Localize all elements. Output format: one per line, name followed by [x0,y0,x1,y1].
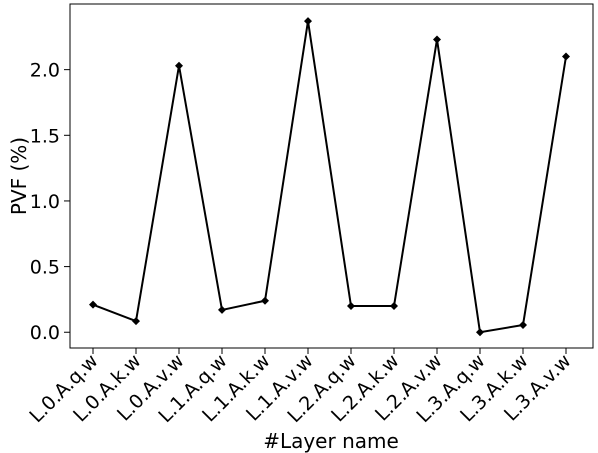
data-point-marker [390,301,398,310]
data-point-marker [433,35,441,44]
y-axis-label: PVF (%) [7,137,31,215]
data-point-marker [304,17,312,26]
plot-area [69,3,594,349]
data-point-marker [175,61,183,70]
y-axis-ticks: 0.0 0.5 1.0 1.5 2.0 [30,60,70,344]
data-point-marker [132,317,140,326]
x-axis-label: #Layer name [263,429,399,453]
y-tick-label: 1.5 [30,125,60,147]
data-point-marker [261,296,269,305]
data-point-marker [562,52,570,61]
series-line [92,20,567,334]
x-axis-ticks: L.0.A.q.wL.0.A.k.wL.0.A.v.wL.1.A.q.wL.1.… [25,348,576,427]
y-tick-label: 1.0 [30,191,60,213]
data-point-marker [519,321,527,330]
series-markers [89,17,570,337]
data-point-marker [347,301,355,310]
y-tick-label: 2.0 [30,60,60,82]
y-tick-label: 0.0 [30,322,60,344]
data-point-marker [89,300,97,309]
y-tick-label: 0.5 [30,257,60,279]
data-point-marker [218,305,226,314]
data-point-marker [476,328,484,337]
